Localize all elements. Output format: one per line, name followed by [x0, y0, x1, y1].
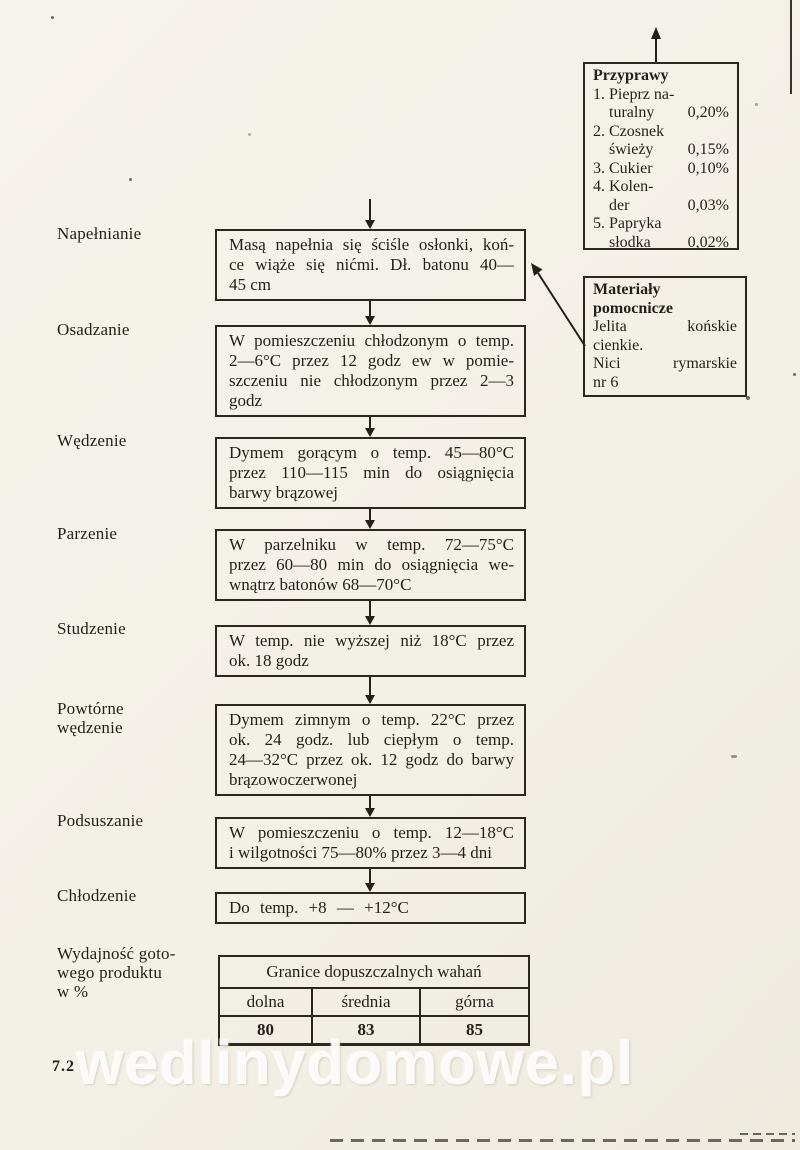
step-label-napelnianie: Napełnianie: [57, 224, 142, 243]
flow-arrow-5: [365, 677, 375, 704]
scan-speck: [755, 103, 758, 106]
scan-edge-line: [790, 0, 792, 94]
spice-pct: 0,20%: [687, 104, 729, 121]
spice-name: 5. Papryka: [593, 215, 662, 232]
materials-title: Materiały pomocnicze: [593, 281, 673, 317]
flow-box-osadzanie: W pomieszczeniu chłodzonym o temp. 2—6°C …: [215, 325, 526, 417]
spices-box: Przyprawy 1. Pieprz na- turalny 0,20% 2. …: [583, 62, 739, 253]
scan-speck: [793, 373, 796, 376]
page-number: 7.2: [52, 1058, 75, 1075]
scan-bottom-dashes: [330, 1139, 795, 1142]
spice-pct: 0,10%: [687, 159, 729, 177]
flow-arrow-top: [365, 199, 375, 229]
flow-box-studzenie: W temp. nie wyższej niż 18°C przez ok. 18…: [215, 625, 526, 677]
scan-speck: [129, 178, 132, 181]
scan-bottom-dashes-2: [740, 1133, 795, 1135]
spice-name: 4. Kolen-: [593, 178, 654, 195]
flow-arrow-4: [365, 601, 375, 625]
scan-speck: [746, 396, 750, 400]
spice-name: turalny: [593, 104, 655, 121]
step-label-studzenie: Studzenie: [57, 619, 126, 638]
step-label-powtorne-wedzenie: Powtórne wędzenie: [57, 699, 124, 737]
yield-value-gorna: 85: [466, 1020, 483, 1039]
flow-arrow-2: [365, 417, 375, 437]
materials-arrow: [531, 263, 586, 347]
scan-speck: [248, 133, 251, 136]
flow-box-parzenie: W parzelniku w temp. 72—75°C przez 60—80 …: [215, 529, 526, 601]
spice-row: świeży 0,15%: [593, 141, 729, 160]
flow-box-wedzenie: Dymem gorącym o temp. 45—80°C przez 110—1…: [215, 437, 526, 509]
yield-label: Wydajność goto- wego produktu w %: [57, 944, 176, 1001]
spice-row: 1. Pieprz na-: [593, 86, 729, 105]
flow-arrow-7: [365, 869, 375, 892]
scan-speck: [51, 16, 54, 19]
yield-col-dolna: dolna: [220, 989, 313, 1017]
yield-table: Granice dopuszczalnych wahań dolna średn…: [218, 955, 530, 1046]
yield-col-gorna: górna: [421, 989, 528, 1017]
scan-speck: [731, 755, 737, 758]
spice-row: 2. Czosnek: [593, 123, 729, 142]
spice-row: 5. Papryka: [593, 215, 729, 234]
yield-table-header-row: dolna średnia górna: [220, 989, 528, 1017]
spice-name: 1. Pieprz na-: [593, 85, 675, 103]
flow-box-napelnianie: Masą napełnia się ściśle osłonki, koń-ce…: [215, 229, 526, 301]
spice-row: 3. Cukier 0,10%: [593, 160, 729, 179]
flow-box-powtorne-wedzenie: Dymem zimnym o temp. 22°C przez ok. 24 go…: [215, 704, 526, 796]
flow-box-podsuszanie: W pomieszczeniu o temp. 12—18°C i wilgotn…: [215, 817, 526, 869]
yield-table-caption: Granice dopuszczalnych wahań: [220, 957, 528, 989]
step-label-parzenie: Parzenie: [57, 524, 118, 543]
step-label-osadzanie: Osadzanie: [57, 320, 130, 339]
yield-table-value-row: 80 83 85: [220, 1017, 528, 1043]
yield-col-srednia: średnia: [313, 989, 421, 1017]
spice-name: 3. Cukier: [593, 159, 653, 177]
step-label-chlodzenie: Chłodzenie: [57, 886, 137, 905]
spice-row: der 0,03%: [593, 197, 729, 216]
spice-name: 2. Czosnek: [593, 122, 665, 140]
flow-arrow-6: [365, 796, 375, 817]
yield-value-dolna: 80: [220, 1017, 313, 1043]
flow-arrow-3: [365, 509, 375, 529]
spice-name: słodka: [593, 233, 651, 251]
spices-title: Przyprawy: [593, 67, 669, 84]
spice-name: der: [593, 196, 630, 214]
spice-row: słodka 0,02%: [593, 234, 729, 253]
materials-box: Materiały pomocnicze Jelita końskie cienk…: [583, 276, 747, 397]
spice-pct: 0,03%: [687, 196, 729, 214]
spice-name: świeży: [593, 141, 654, 158]
spice-row: 4. Kolen-: [593, 178, 729, 197]
yield-value-srednia: 83: [313, 1017, 421, 1043]
flow-arrow-1: [365, 301, 375, 325]
step-label-wedzenie: Wędzenie: [57, 431, 127, 450]
spice-pct: 0,02%: [687, 233, 729, 251]
step-label-podsuszanie: Podsuszanie: [57, 811, 144, 830]
spice-row: turalny 0,20%: [593, 104, 729, 123]
up-arrow: [651, 27, 661, 62]
materials-lines: Jelita końskie cienkie. Nici rymarskie nr 6: [593, 318, 737, 391]
spice-pct: 0,15%: [687, 141, 729, 158]
flow-box-chlodzenie: Do temp. +8 — +12°C: [215, 892, 526, 924]
